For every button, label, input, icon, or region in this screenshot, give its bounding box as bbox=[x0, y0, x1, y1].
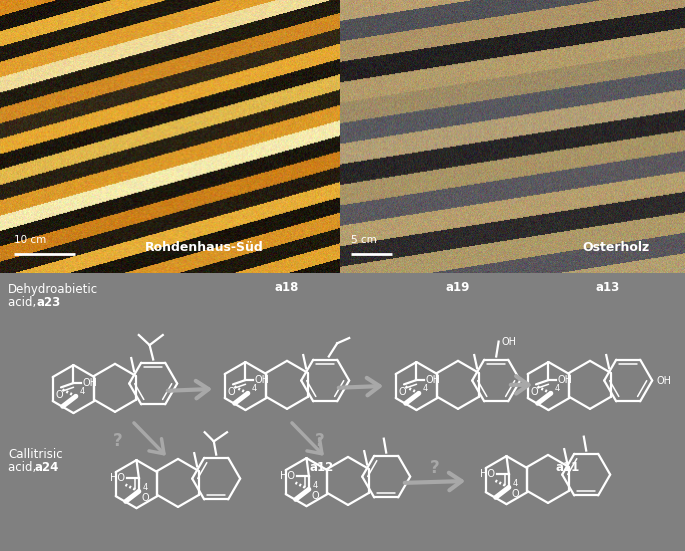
Text: HO: HO bbox=[110, 473, 125, 483]
Text: Osterholz: Osterholz bbox=[582, 241, 649, 253]
Text: 4: 4 bbox=[512, 478, 517, 488]
Text: a11: a11 bbox=[556, 461, 580, 474]
Text: OH: OH bbox=[83, 378, 98, 388]
Text: acid,: acid, bbox=[8, 296, 40, 309]
Text: a24: a24 bbox=[35, 461, 60, 474]
Text: OH: OH bbox=[558, 375, 573, 385]
Text: Dehydroabietic: Dehydroabietic bbox=[8, 283, 98, 296]
Text: a19: a19 bbox=[446, 281, 470, 294]
Text: 4: 4 bbox=[554, 385, 560, 393]
Text: 4: 4 bbox=[422, 385, 427, 393]
Text: Callitrisic: Callitrisic bbox=[8, 448, 62, 461]
Text: ?: ? bbox=[113, 432, 123, 450]
Text: O: O bbox=[227, 387, 235, 397]
Text: 4: 4 bbox=[142, 483, 147, 491]
Text: 4: 4 bbox=[79, 387, 84, 396]
Text: OH: OH bbox=[501, 337, 516, 347]
Text: ?: ? bbox=[315, 432, 325, 450]
Text: ?: ? bbox=[430, 459, 440, 477]
Text: a12: a12 bbox=[310, 461, 334, 474]
Text: acid,: acid, bbox=[8, 461, 40, 474]
Text: a23: a23 bbox=[37, 296, 61, 309]
Text: HO: HO bbox=[280, 471, 295, 481]
Text: O: O bbox=[512, 489, 519, 499]
Text: Rohdenhaus-Süd: Rohdenhaus-Süd bbox=[145, 241, 264, 253]
Text: O: O bbox=[312, 490, 319, 501]
Text: O: O bbox=[398, 387, 406, 397]
Text: OH: OH bbox=[656, 376, 671, 386]
Text: HO: HO bbox=[480, 469, 495, 479]
Text: a13: a13 bbox=[596, 281, 620, 294]
Text: O: O bbox=[530, 387, 538, 397]
Text: a18: a18 bbox=[275, 281, 299, 294]
Text: 10 cm: 10 cm bbox=[14, 235, 46, 246]
Text: OH: OH bbox=[255, 375, 270, 385]
Text: 4: 4 bbox=[251, 385, 256, 393]
Text: 4: 4 bbox=[312, 480, 318, 489]
Text: OH: OH bbox=[425, 375, 440, 385]
Text: 5 cm: 5 cm bbox=[351, 235, 377, 246]
Text: O: O bbox=[55, 390, 63, 401]
Text: O: O bbox=[142, 493, 149, 503]
